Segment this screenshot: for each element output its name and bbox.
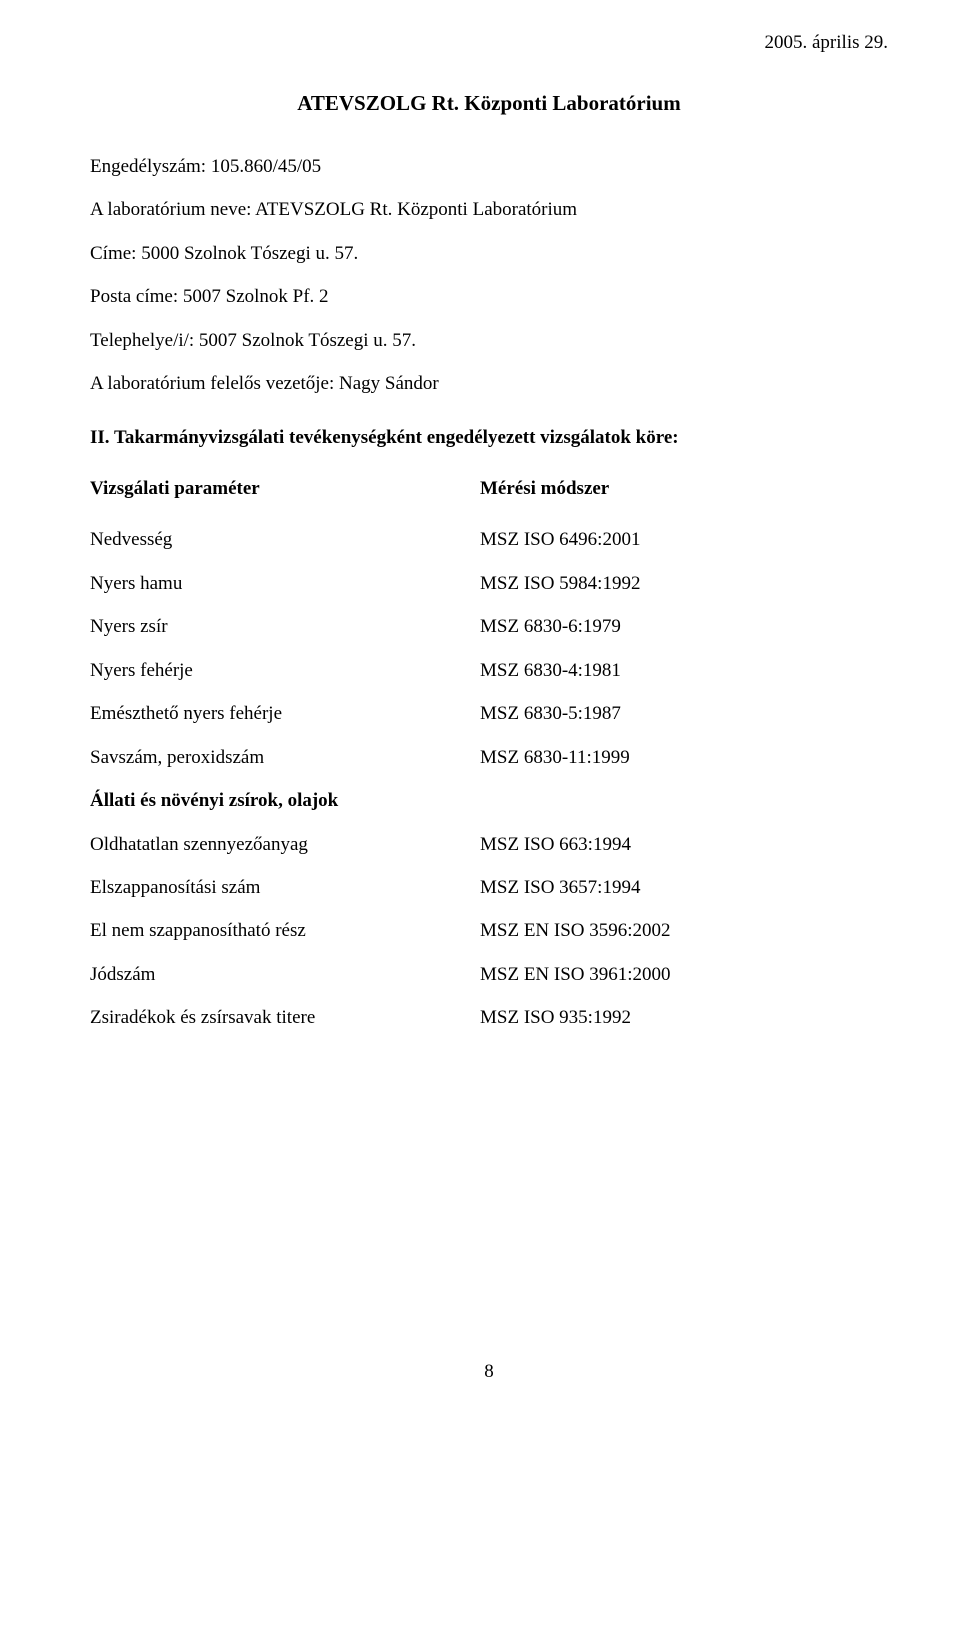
site-line: Telephelye/i/: 5007 Szolnok Tószegi u. 5…	[90, 326, 888, 355]
param-header: Vizsgálati paraméter	[90, 474, 480, 503]
method-cell: MSZ EN ISO 3596:2002	[480, 916, 888, 945]
license-line: Engedélyszám: 105.860/45/05	[90, 152, 888, 181]
subsection-heading: Állati és növényi zsírok, olajok	[90, 786, 480, 815]
method-column: Mérési módszer MSZ ISO 6496:2001 MSZ ISO…	[480, 474, 888, 1047]
method-cell: MSZ EN ISO 3961:2000	[480, 960, 888, 989]
page-number: 8	[90, 1357, 888, 1386]
param-cell: Nyers fehérje	[90, 656, 480, 685]
section-heading: II. Takarmányvizsgálati tevékenységként …	[90, 423, 888, 452]
param-cell: Elszappanosítási szám	[90, 873, 480, 902]
method-cell: MSZ 6830-6:1979	[480, 612, 888, 641]
method-cell: MSZ 6830-11:1999	[480, 743, 888, 772]
spacer	[480, 786, 888, 815]
param-cell: Jódszám	[90, 960, 480, 989]
method-cell: MSZ 6830-5:1987	[480, 699, 888, 728]
lab-name-line: A laboratórium neve: ATEVSZOLG Rt. Közpo…	[90, 195, 888, 224]
param-cell: Savszám, peroxidszám	[90, 743, 480, 772]
param-cell: El nem szappanosítható rész	[90, 916, 480, 945]
param-cell: Zsiradékok és zsírsavak titere	[90, 1003, 480, 1032]
document-date: 2005. április 29.	[90, 28, 888, 57]
method-cell: MSZ ISO 6496:2001	[480, 525, 888, 554]
param-column: Vizsgálati paraméter Nedvesség Nyers ham…	[90, 474, 480, 1047]
parameters-table: Vizsgálati paraméter Nedvesség Nyers ham…	[90, 474, 888, 1047]
param-cell: Nyers zsír	[90, 612, 480, 641]
method-header: Mérési módszer	[480, 474, 888, 503]
param-cell: Nedvesség	[90, 525, 480, 554]
method-cell: MSZ ISO 935:1992	[480, 1003, 888, 1032]
param-cell: Oldhatatlan szennyezőanyag	[90, 830, 480, 859]
param-cell: Emészthető nyers fehérje	[90, 699, 480, 728]
method-cell: MSZ ISO 663:1994	[480, 830, 888, 859]
method-cell: MSZ ISO 5984:1992	[480, 569, 888, 598]
postal-line: Posta címe: 5007 Szolnok Pf. 2	[90, 282, 888, 311]
method-cell: MSZ 6830-4:1981	[480, 656, 888, 685]
document-page: 2005. április 29. ATEVSZOLG Rt. Központi…	[0, 0, 960, 1426]
method-cell: MSZ ISO 3657:1994	[480, 873, 888, 902]
param-cell: Nyers hamu	[90, 569, 480, 598]
address-line: Címe: 5000 Szolnok Tószegi u. 57.	[90, 239, 888, 268]
document-title: ATEVSZOLG Rt. Központi Laboratórium	[90, 87, 888, 120]
manager-line: A laboratórium felelős vezetője: Nagy Sá…	[90, 369, 888, 398]
